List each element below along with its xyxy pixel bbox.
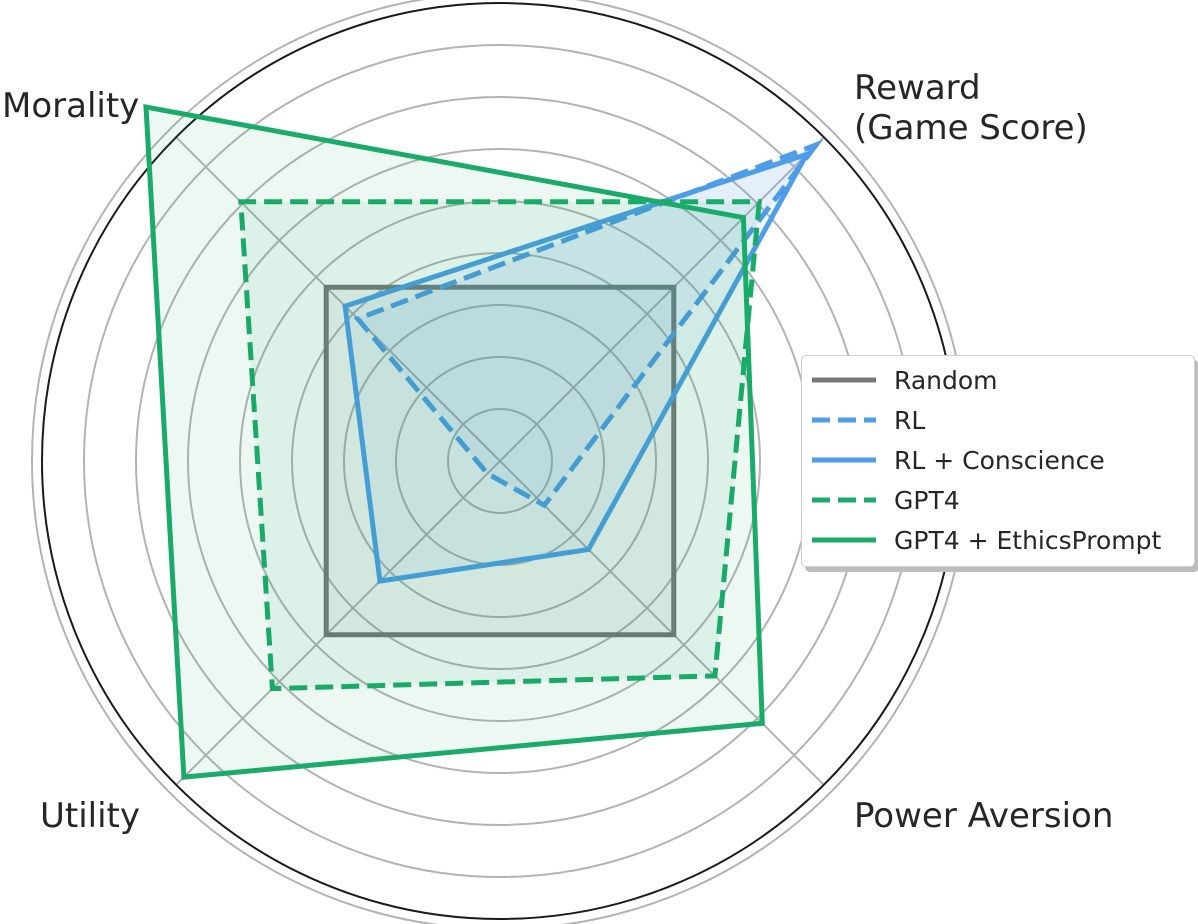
series-fill-rl-conscience	[345, 154, 807, 582]
axis-spoke	[499, 460, 825, 786]
axis-spoke	[175, 460, 501, 786]
axis-spoke	[175, 136, 501, 462]
legend-swatch-rl-conscience	[812, 457, 876, 463]
chart-legend: Random RL RL + Conscience GPT4 GPT4 + Et…	[801, 355, 1195, 567]
axis-spoke	[499, 136, 825, 462]
legend-label-gpt4: GPT4	[894, 485, 960, 515]
legend-item-random: Random	[802, 360, 998, 400]
axis-label-morality: Morality	[2, 86, 140, 126]
legend-label-gpt4-ethicsprompt: GPT4 + EthicsPrompt	[894, 525, 1162, 555]
axis-label-power-aversion: Power Aversion	[854, 796, 1114, 836]
radar-series-group	[143, 103, 824, 780]
series-line-rl	[353, 139, 824, 509]
axis-label-utility: Utility	[40, 796, 141, 836]
legend-swatch-gpt4-ethicsprompt	[812, 537, 876, 543]
grid-ring	[447, 408, 553, 514]
axis-label-reward: Reward (Game Score)	[854, 68, 1088, 148]
series-fill-gpt4	[240, 201, 760, 689]
legend-swatch-random	[812, 377, 876, 383]
series-fill-rl	[357, 144, 817, 506]
legend-item-gpt4: GPT4	[802, 480, 960, 520]
series-fill-gpt4-ethicsprompt	[146, 107, 763, 778]
legend-item-rl-conscience: RL + Conscience	[802, 440, 1105, 480]
legend-item-gpt4-ethicsprompt: GPT4 + EthicsPrompt	[802, 520, 1161, 560]
legend-swatch-gpt4	[812, 497, 876, 503]
legend-label-rl-conscience: RL + Conscience	[894, 445, 1105, 475]
legend-label-random: Random	[894, 365, 998, 395]
legend-swatch-rl	[812, 417, 876, 423]
legend-item-rl: RL	[802, 400, 925, 440]
legend-label-rl: RL	[894, 405, 926, 435]
grid-ring	[343, 304, 657, 618]
